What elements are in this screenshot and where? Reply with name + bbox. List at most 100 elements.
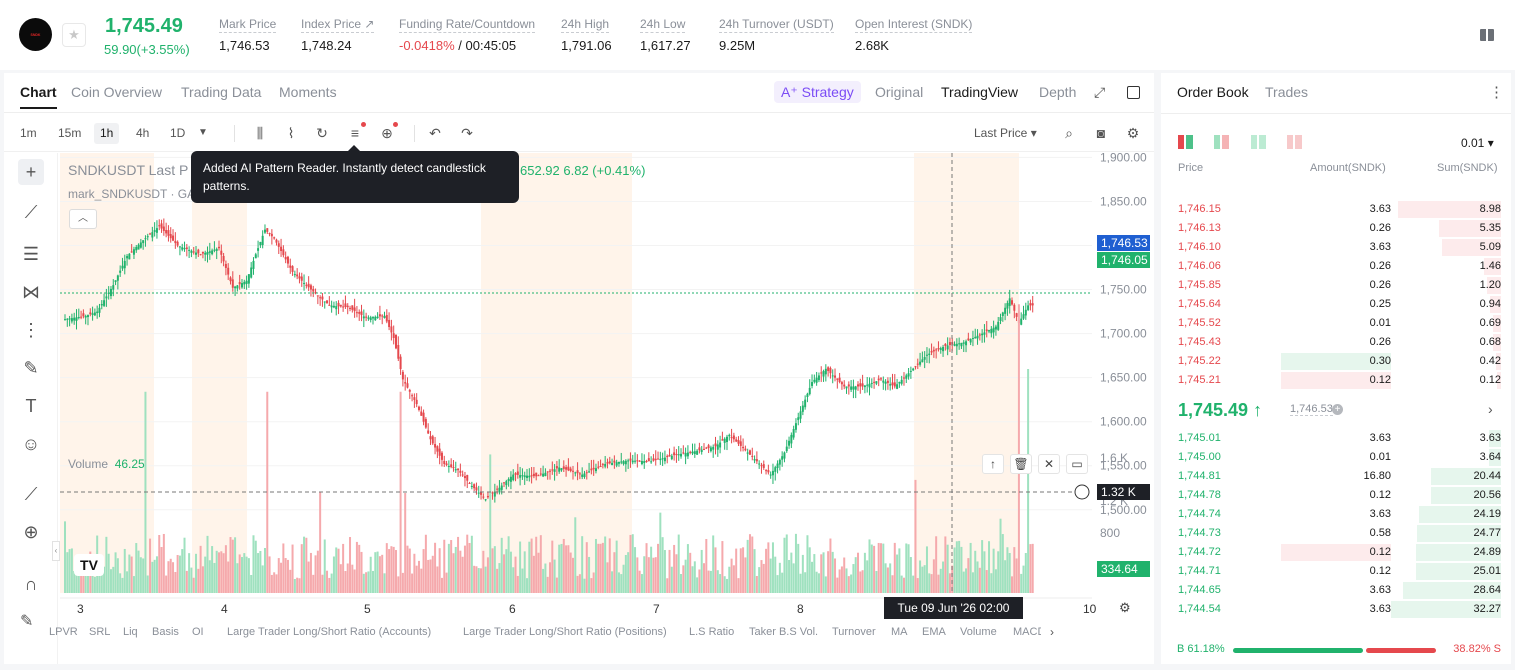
indicator-lpvr[interactable]: LPVR bbox=[49, 626, 78, 638]
view-depth[interactable]: Depth bbox=[1039, 84, 1077, 100]
timeframe-4h[interactable]: 4h bbox=[136, 126, 150, 140]
search-icon[interactable]: ⌕ bbox=[1065, 125, 1073, 141]
more-options-icon[interactable]: ⋮ bbox=[1489, 84, 1504, 101]
book-icon[interactable] bbox=[1480, 29, 1494, 41]
book-mode-bids-icon[interactable] bbox=[1251, 135, 1267, 149]
indicator-volume[interactable]: Volume bbox=[960, 626, 997, 638]
ask-row[interactable]: 1,745.85 0.26 1.20 bbox=[1161, 276, 1511, 295]
ask-row[interactable]: 1,746.15 3.63 8.98 bbox=[1161, 200, 1511, 219]
add-alert-icon[interactable]: ⊕ bbox=[378, 122, 398, 142]
indicator-ma[interactable]: MA bbox=[891, 626, 908, 638]
toolbar-collapse-button[interactable]: ‹ bbox=[52, 541, 60, 561]
ruler-icon[interactable]: ⟋ bbox=[24, 484, 38, 504]
refresh-icon[interactable]: ↻ bbox=[316, 125, 328, 141]
candle-body bbox=[613, 460, 616, 463]
bid-row[interactable]: 1,744.71 0.12 25.01 bbox=[1161, 562, 1511, 581]
ask-row[interactable]: 1,746.10 3.63 5.09 bbox=[1161, 238, 1511, 257]
chevron-right-icon[interactable]: › bbox=[1488, 401, 1493, 417]
trend-line-icon[interactable]: ⟋ bbox=[24, 202, 38, 222]
candle-type-icon[interactable]: ⫼ bbox=[256, 125, 264, 141]
bid-row[interactable]: 1,745.01 3.63 3.63 bbox=[1161, 429, 1511, 448]
pane-maximize-icon[interactable]: ▭ bbox=[1066, 454, 1088, 474]
indicator-oi[interactable]: OI bbox=[192, 626, 204, 638]
zoom-in-icon[interactable]: ⊕ bbox=[23, 522, 39, 542]
expand-icon[interactable]: ⤢ bbox=[1094, 84, 1106, 100]
ask-row[interactable]: 1,745.64 0.25 0.94 bbox=[1161, 295, 1511, 314]
price-type-select[interactable]: Last Price ▾ bbox=[974, 126, 1037, 140]
undo-icon[interactable]: ↶ bbox=[429, 125, 441, 141]
view-tradingview[interactable]: TradingView bbox=[941, 84, 1019, 100]
ask-row[interactable]: 1,746.06 0.26 1.46 bbox=[1161, 257, 1511, 276]
ask-row[interactable]: 1,745.22 0.30 0.42 bbox=[1161, 352, 1511, 371]
book-mode-asks-icon[interactable] bbox=[1287, 135, 1303, 149]
bid-row[interactable]: 1,744.81 16.80 20.44 bbox=[1161, 467, 1511, 486]
camera-icon[interactable]: ◙ bbox=[1096, 125, 1106, 141]
precision-select[interactable]: 0.01 ▾ bbox=[1461, 136, 1494, 150]
tab-trades[interactable]: Trades bbox=[1265, 84, 1309, 100]
tab-coin-overview[interactable]: Coin Overview bbox=[71, 84, 163, 100]
bid-row[interactable]: 1,744.73 0.58 24.77 bbox=[1161, 524, 1511, 543]
indicator-turnover[interactable]: Turnover bbox=[832, 626, 876, 638]
timeframe-1h[interactable]: 1h bbox=[94, 123, 120, 144]
bid-row[interactable]: 1,744.72 0.12 24.89 bbox=[1161, 543, 1511, 562]
crosshair-icon[interactable]: + bbox=[18, 159, 44, 185]
tab-order-book[interactable]: Order Book bbox=[1177, 84, 1249, 100]
window-icon[interactable] bbox=[1127, 86, 1140, 99]
axis-settings-icon[interactable]: ⚙ bbox=[1119, 600, 1131, 615]
indicator-macd[interactable]: MACD bbox=[1013, 626, 1041, 638]
pane-delete-icon[interactable]: 🗑 bbox=[1010, 454, 1032, 474]
indicators-icon[interactable]: ⌇ bbox=[287, 125, 295, 141]
view-original[interactable]: Original bbox=[875, 84, 924, 100]
volume-bar bbox=[811, 561, 814, 593]
indicator-taker-vol[interactable]: Taker B.S Vol. bbox=[749, 626, 819, 638]
favorite-star-icon[interactable]: ★ bbox=[62, 23, 86, 47]
book-mode-both-icon[interactable] bbox=[1178, 135, 1194, 149]
horizontal-lines-icon[interactable]: ☰ bbox=[22, 244, 40, 264]
text-tool-icon[interactable]: T bbox=[25, 396, 37, 416]
indicator-lt-positions[interactable]: Large Trader Long/Short Ratio (Positions… bbox=[463, 626, 667, 638]
stat-24h-turnover: 24h Turnover (USDT) 9.25M bbox=[719, 17, 834, 53]
indicator-basis[interactable]: Basis bbox=[152, 626, 179, 638]
tab-trading-data[interactable]: Trading Data bbox=[181, 84, 262, 100]
plus-icon[interactable]: + bbox=[1332, 404, 1343, 415]
fib-tool-icon[interactable]: ⋮ bbox=[22, 320, 40, 340]
price-chart[interactable]: 1,900.001,850.001,800.001,750.001,700.00… bbox=[4, 153, 1150, 623]
indicator-srl[interactable]: SRL bbox=[89, 626, 111, 638]
ask-row[interactable]: 1,745.43 0.26 0.68 bbox=[1161, 333, 1511, 352]
pattern-reader-icon[interactable]: ≡ bbox=[346, 122, 366, 142]
emoji-icon[interactable]: ☺ bbox=[21, 434, 41, 454]
stat-index-price[interactable]: Index Price ↗ 1,748.24 bbox=[301, 17, 375, 53]
bid-row[interactable]: 1,744.74 3.63 24.19 bbox=[1161, 505, 1511, 524]
ask-row[interactable]: 1,746.13 0.26 5.35 bbox=[1161, 219, 1511, 238]
redo-icon[interactable]: ↷ bbox=[461, 125, 473, 141]
timeframe-dropdown-icon[interactable]: ▼ bbox=[198, 127, 208, 138]
timeframe-1m[interactable]: 1m bbox=[20, 126, 37, 140]
collapse-legend-button[interactable]: ︿ bbox=[69, 209, 97, 229]
pattern-tool-icon[interactable]: ⋈ bbox=[22, 282, 40, 302]
gear-icon[interactable]: ⚙ bbox=[1126, 125, 1140, 141]
indicator-liq[interactable]: Liq bbox=[123, 626, 138, 638]
ask-row[interactable]: 1,745.21 0.12 0.12 bbox=[1161, 371, 1511, 390]
pane-move-up-icon[interactable]: ↑ bbox=[982, 454, 1004, 474]
candle-body bbox=[585, 472, 588, 474]
bid-row[interactable]: 1,744.54 3.63 32.27 bbox=[1161, 600, 1511, 619]
bid-row[interactable]: 1,744.78 0.12 20.56 bbox=[1161, 486, 1511, 505]
timeframe-15m[interactable]: 15m bbox=[58, 126, 82, 140]
tab-moments[interactable]: Moments bbox=[279, 84, 337, 100]
pane-collapse-icon[interactable]: ✕ bbox=[1038, 454, 1060, 474]
ask-row[interactable]: 1,745.52 0.01 0.69 bbox=[1161, 314, 1511, 333]
strategy-button[interactable]: A⁺ Strategy bbox=[774, 81, 861, 103]
indicator-ls-ratio[interactable]: L.S Ratio bbox=[689, 626, 735, 638]
brush-icon[interactable]: ✎ bbox=[23, 358, 39, 378]
magnet-icon[interactable]: ∩ bbox=[24, 574, 38, 594]
chevron-right-icon[interactable]: › bbox=[1050, 625, 1054, 639]
bid-row[interactable]: 1,745.00 0.01 3.64 bbox=[1161, 448, 1511, 467]
timeframe-1d[interactable]: 1D bbox=[170, 126, 186, 140]
candle-body bbox=[988, 330, 991, 332]
indicator-ema[interactable]: EMA bbox=[922, 626, 946, 638]
pencil-icon[interactable]: ✎ bbox=[20, 613, 34, 630]
bid-row[interactable]: 1,744.65 3.63 28.64 bbox=[1161, 581, 1511, 600]
tab-chart[interactable]: Chart bbox=[20, 84, 57, 109]
book-mode-both-alt-icon[interactable] bbox=[1214, 135, 1230, 149]
indicator-lt-accounts[interactable]: Large Trader Long/Short Ratio (Accounts) bbox=[227, 626, 432, 638]
